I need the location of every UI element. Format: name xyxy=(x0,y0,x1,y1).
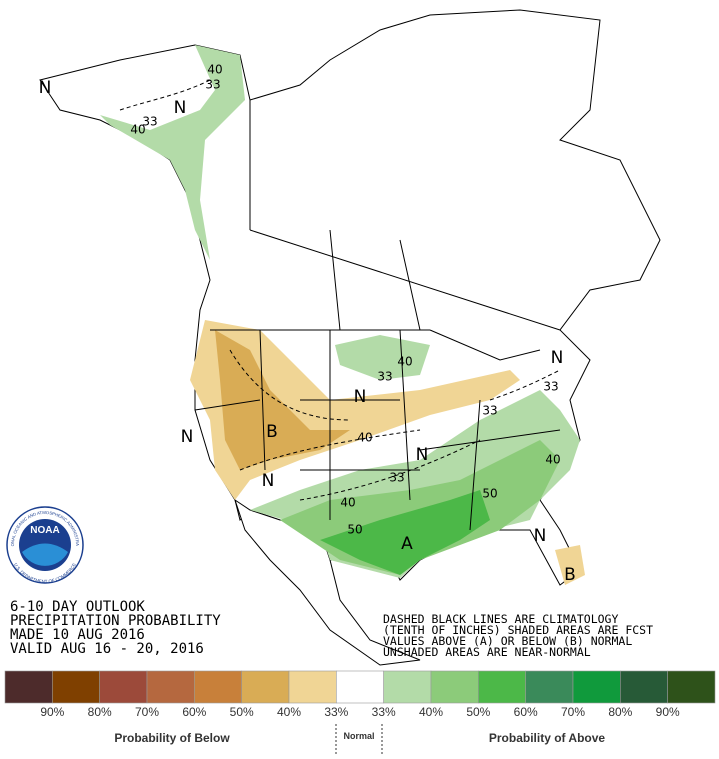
map-label: 40 xyxy=(397,355,412,369)
legend-label: 70% xyxy=(561,705,585,719)
header-line: PRECIPITATION PROBABILITY xyxy=(10,613,221,629)
map-label: 40 xyxy=(130,123,145,137)
legend-label: 90% xyxy=(40,705,64,719)
legend-label: 90% xyxy=(656,705,680,719)
legend-label: 40% xyxy=(277,705,301,719)
map-label: N xyxy=(181,427,194,447)
legend-swatch xyxy=(383,670,432,704)
legend-swatch xyxy=(288,670,337,704)
legend-label: 40% xyxy=(419,705,443,719)
legend-label: 60% xyxy=(182,705,206,719)
legend-swatch xyxy=(478,670,526,704)
legend-swatch xyxy=(241,670,290,704)
map-label: 33 xyxy=(377,370,392,384)
legend-swatch xyxy=(525,670,574,704)
header-line: 6-10 DAY OUTLOOK xyxy=(10,599,145,615)
legend: 90% 80% 70% 60% 50% 40% 33% 33% 40% 50% 60% 70% 80% 9… xyxy=(4,670,716,756)
header-line: MADE 10 AUG 2016 xyxy=(10,627,145,643)
borders xyxy=(194,100,561,531)
map-label: 40 xyxy=(357,431,372,445)
map-label: 33 xyxy=(142,115,157,129)
map-label: N xyxy=(354,387,367,407)
legend-swatch xyxy=(4,670,53,704)
legend-label: 80% xyxy=(88,705,112,719)
map-label: 33 xyxy=(543,380,558,394)
legend-label: 80% xyxy=(608,705,632,719)
upper-midwest-green xyxy=(335,335,430,380)
map-label: B xyxy=(564,565,576,585)
map-label: B xyxy=(266,422,278,442)
legend-swatch xyxy=(146,670,195,704)
notes: DASHED BLACK LINES ARE CLIMATOLOGY(TENTH… xyxy=(383,612,653,659)
map-label: N xyxy=(551,348,564,368)
orange-area xyxy=(215,330,350,470)
legend-normal: Normal xyxy=(343,731,374,741)
dark-green-area xyxy=(320,490,490,575)
legend-swatch xyxy=(52,670,100,704)
legend-swatch xyxy=(620,670,668,704)
map-label: 50 xyxy=(482,487,497,501)
logo-text: NOAA xyxy=(30,525,59,536)
legend-label: 70% xyxy=(135,705,159,719)
legend-swatch xyxy=(336,670,384,704)
alaska-green xyxy=(100,45,245,260)
note-line: DASHED BLACK LINES ARE CLIMATOLOGY xyxy=(383,612,618,626)
legend-swatch xyxy=(194,670,242,704)
map-label: N xyxy=(39,78,52,98)
legend-swatch xyxy=(99,670,148,704)
header-line: VALID AUG 16 - 20, 2016 xyxy=(10,641,204,657)
map-label: 33 xyxy=(389,471,404,485)
legend-label: 60% xyxy=(514,705,538,719)
climatology-lines xyxy=(119,79,561,501)
map-label: A xyxy=(401,534,413,554)
map-label: 40 xyxy=(340,496,355,510)
map-label: N xyxy=(416,445,429,465)
map-label: 40 xyxy=(207,63,222,77)
legend-label: 50% xyxy=(466,705,490,719)
florida-tan xyxy=(555,545,585,585)
legend-label: 50% xyxy=(230,705,254,719)
legend-swatch xyxy=(572,670,621,704)
legend-above: Probability of Above xyxy=(489,731,606,745)
legend-swatch xyxy=(667,670,716,704)
map-label: N xyxy=(534,526,547,546)
map-label: 33 xyxy=(205,78,220,92)
map-label: N xyxy=(174,98,187,118)
note-line: VALUES ABOVE (A) OR BELOW (B) NORMAL xyxy=(383,634,632,648)
map-label: 50 xyxy=(347,523,362,537)
note-line: UNSHADED AREAS ARE NEAR-NORMAL xyxy=(383,645,591,659)
legend-below: Probability of Below xyxy=(114,731,230,745)
map xyxy=(39,9,661,666)
note-line: (TENTH OF INCHES) SHADED AREAS ARE FCST xyxy=(383,623,653,637)
map-label: N xyxy=(262,471,275,491)
legend-label: 33% xyxy=(372,705,396,719)
logo-wave xyxy=(22,543,68,566)
legend-label: 33% xyxy=(324,705,348,719)
map-label: 33 xyxy=(482,404,497,418)
legend-swatch xyxy=(430,670,479,704)
map-label: 40 xyxy=(545,453,560,467)
